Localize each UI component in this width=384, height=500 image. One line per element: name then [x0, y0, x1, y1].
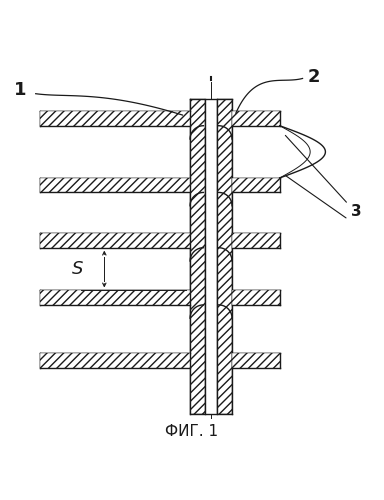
- Text: 3: 3: [351, 204, 361, 220]
- Bar: [232, 354, 280, 368]
- Bar: [40, 290, 190, 305]
- Bar: [40, 178, 190, 192]
- Bar: [40, 111, 190, 126]
- Text: ФИГ. 1: ФИГ. 1: [166, 424, 218, 438]
- Text: 1: 1: [14, 81, 27, 99]
- Bar: [205, 100, 217, 414]
- Bar: [40, 233, 190, 248]
- Bar: [232, 290, 280, 305]
- Bar: [232, 233, 280, 248]
- Bar: [40, 354, 190, 368]
- Bar: [232, 178, 280, 192]
- Bar: [217, 100, 232, 414]
- Text: 2: 2: [308, 68, 320, 86]
- Bar: [232, 111, 280, 126]
- Bar: [190, 100, 205, 414]
- Text: S: S: [72, 260, 83, 278]
